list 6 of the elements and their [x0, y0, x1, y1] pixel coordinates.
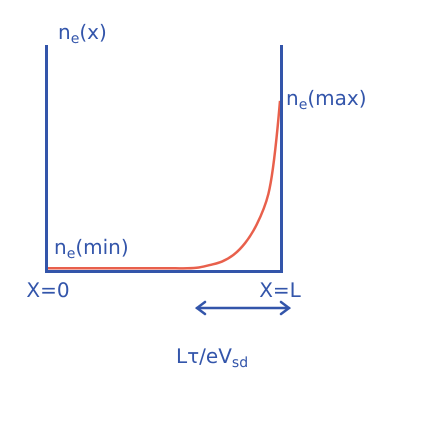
text: Lτ/eV$_{sd}$: [176, 344, 248, 372]
x-tick-label: X=0: [26, 278, 70, 302]
annotation: n$_{e}$(max): [286, 86, 366, 114]
y-axis-title: n$_{e}$(x): [58, 20, 107, 48]
annotation: n$_{e}$(min): [54, 235, 129, 262]
x-tick-label: X=L: [259, 278, 302, 302]
